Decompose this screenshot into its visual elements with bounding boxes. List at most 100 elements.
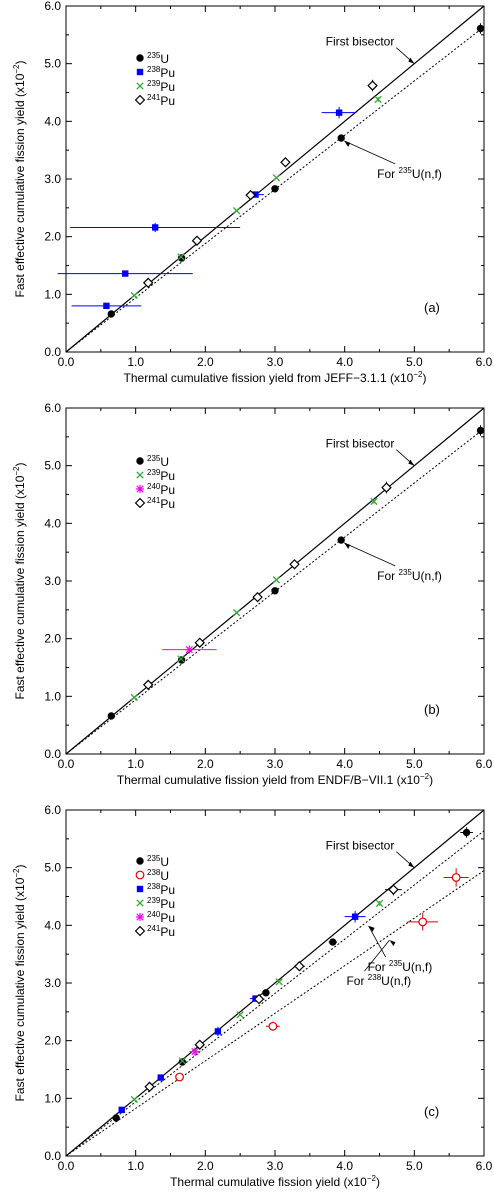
data-point [462,828,471,837]
x-tick-label: 1.0 [127,355,144,369]
y-tick-label: 0.0 [44,1149,61,1163]
data-point [280,157,291,168]
data-point [178,1057,187,1065]
y-axis-label: Fast effective cumulative fission yield … [12,865,27,1102]
y-tick-label: 5.0 [44,861,61,875]
legend-element: U [160,855,169,869]
x-axis-unit-close: ) [429,773,433,787]
x-axis-unit-close: ) [376,1175,380,1189]
x-tick-label: 5.0 [406,1159,423,1173]
legend-element: Pu [160,897,175,911]
fit-label-mass: 235 [389,959,403,968]
legend-marker [136,913,144,921]
y-axis-label: Fast effective cumulative fission yield … [12,61,27,298]
x-tick-label: 2.0 [197,757,214,771]
x-axis-unit-close: ) [422,371,426,385]
data-point [142,679,154,691]
y-axis-unit: (x10 [13,475,27,499]
legend-mass: 239 [147,79,161,88]
legend-element: Pu [160,469,175,483]
data-point [175,1072,184,1082]
data-point [157,1074,164,1081]
data-point [275,978,283,986]
first-bisector-arrowhead [408,459,415,466]
x-tick-label: 5.0 [406,757,423,771]
legend-mass: 239 [147,468,161,477]
x-axis-label-text: Thermal cumulative fission yield from EN… [117,773,397,787]
series-235u [107,425,485,720]
fit-line-235 [65,830,485,1157]
legend-element: U [160,869,169,883]
x-axis-label-text: Thermal cumulative fission yield from JE… [124,371,390,385]
first-bisector-label: First bisector [326,437,395,451]
data-point [122,270,129,277]
fit-label-suffix: U(n,f) [402,960,432,974]
y-axis-label: Fast effective cumulative fission yield … [12,463,27,700]
y-axis-exponent: −2 [12,466,21,476]
data-point [262,989,270,997]
data-point [190,1047,199,1056]
x-axis-exponent: −2 [413,370,423,379]
legend-marker [136,82,144,90]
legend-mass: 241 [147,93,161,102]
data-point [272,576,281,584]
y-tick-label: 3.0 [44,574,61,588]
series-239pu [130,899,384,1104]
fit-label-235: For 235U(n,f) [377,166,442,181]
data-point [272,174,281,182]
legend-element: Pu [160,497,175,511]
series-241pu [142,79,378,289]
data-point [451,873,461,882]
data-point [191,235,203,246]
legend-mass: 241 [147,496,161,505]
legend-label: 238Pu [147,65,175,80]
data-point [178,1058,187,1066]
y-tick-label: 2.0 [44,230,61,244]
legend-element: Pu [160,66,175,80]
y-tick-label: 1.0 [44,287,61,301]
data-point [294,961,305,972]
legend-label: 241Pu [147,924,175,939]
data-point [236,1011,244,1019]
data-point [130,1095,138,1104]
data-point [370,497,378,506]
fit-label-prefix: For [377,167,398,181]
fit-label-235: For 235U(n,f) [368,959,433,974]
panel-label: (b) [424,702,440,717]
series-238pu [57,106,357,310]
fit-arrowhead-235 [368,925,375,932]
y-axis-label-text: Fast effective cumulative fission yield [13,97,27,298]
first-bisector-label: First bisector [326,839,395,853]
first-bisector-line [65,809,485,1157]
y-tick-label: 6.0 [44,401,61,415]
legend-element: Pu [160,911,175,925]
x-tick-label: 2.0 [197,1159,214,1173]
first-bisector-arrowhead [408,861,415,868]
legend-marker [134,925,146,937]
data-point [271,587,279,595]
y-tick-label: 5.0 [44,57,61,71]
data-point [194,1039,206,1050]
series-241pu [142,481,392,691]
data-point [151,224,159,231]
x-axis-unit: (x10 [390,371,414,385]
y-tick-label: 5.0 [44,459,61,473]
data-point [233,207,241,215]
legend-marker [136,457,144,465]
legend-label: 239Pu [147,79,175,94]
x-axis-unit: (x10 [397,773,421,787]
legend-marker [136,485,144,493]
x-tick-label: 2.0 [197,355,214,369]
legend-marker [134,497,146,509]
x-axis-label: Thermal cumulative fission yield from JE… [124,370,427,385]
series-235u [112,827,473,1122]
fit-label-suffix: U(n,f) [381,974,411,988]
legend-label: 240Pu [147,910,175,925]
data-point [245,189,256,201]
first-bisector-label: First bisector [326,35,395,49]
x-axis-exponent: −2 [420,772,430,781]
data-point [476,24,485,33]
legend-label: 241Pu [147,496,175,511]
